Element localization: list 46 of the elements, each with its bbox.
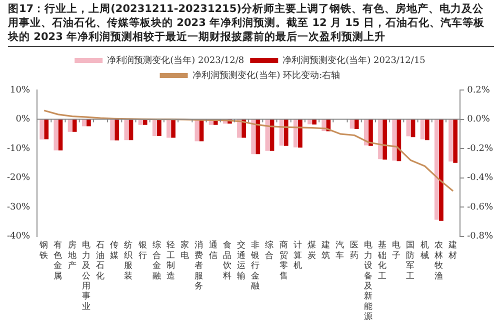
x-tick-label: 食品饮料	[222, 240, 232, 282]
x-tick-label: 机械	[420, 240, 430, 261]
x-tick-label: 煤炭	[308, 240, 317, 261]
x-tick-label: 钢铁	[38, 240, 49, 261]
x-tick-label: 国防军工	[406, 240, 416, 282]
y2-tick-label: -0.8%	[467, 232, 494, 242]
x-tick-label: 农林牧渔	[433, 240, 444, 282]
x-tick-label: 房地产	[66, 240, 77, 272]
x-tick-label: 计算机	[293, 240, 302, 272]
x-tick-label: 建材	[448, 240, 458, 261]
y-tick-label: -40%	[7, 232, 30, 242]
y2-tick-label: 0.0%	[467, 114, 490, 125]
x-tick-label: 医药	[350, 240, 359, 261]
x-tick-label: 轻工制造	[166, 240, 176, 282]
x-tick-label: 商贸零售	[279, 240, 288, 282]
x-tick-label: 汽车	[336, 240, 345, 261]
x-tick-label: 家电	[180, 240, 190, 261]
x-tick-label: 建筑	[320, 240, 331, 261]
y2-tick-label: 0.2%	[467, 85, 490, 96]
chart-title: 图17：行业上，上周(20231211-20231215)分析师主要上调了钢铁、有色、房地产、电力及公用事业、石油石化、传媒等板块的 2023 年净利润预测。截至 12 月 15 日，石油石化、汽车等板块的 2023 年净利润预测相较于最近一期财报披露前的最后一次盈利预测上升	[8, 2, 494, 47]
y2-tick-label: -0.4%	[467, 173, 494, 184]
x-tick-label: 有色金属	[54, 240, 63, 282]
x-tick-label: 银行	[137, 240, 148, 261]
y2-tick-label: -0.2%	[467, 144, 494, 154]
y2-tick-label: -0.6%	[467, 202, 494, 212]
x-tick-label: 综合	[265, 240, 274, 261]
x-tick-label: 电子	[392, 240, 402, 261]
x-tick-label: 电力及公用事业	[82, 240, 91, 312]
x-tick-label: 非银行金融	[250, 240, 260, 292]
legend-label: 净利润预测变化(当年) 2023/12/15	[282, 54, 426, 66]
x-tick-label: 传媒	[110, 240, 120, 261]
x-tick-label: 通信	[208, 240, 218, 261]
y-tick-label: 10%	[10, 85, 30, 96]
x-tick-label: 石油石化	[96, 240, 105, 282]
y-tick-label: -10%	[7, 144, 30, 154]
x-tick-label: 电力设备及新能源	[364, 240, 373, 322]
y-tick-label: -30%	[7, 202, 30, 212]
legend-label: 净利润预测变化(当年) 环比变动:右轴	[192, 70, 340, 81]
y-tick-label: -20%	[7, 173, 30, 184]
y-tick-label: 0%	[16, 114, 30, 125]
x-tick-label: 纺织服装	[124, 240, 134, 282]
x-tick-label: 交通运输	[237, 240, 246, 282]
x-tick-label: 消费者服务	[194, 240, 204, 292]
x-tick-label: 基础化工	[377, 240, 388, 282]
x-tick-label: 综合金融	[152, 240, 162, 282]
legend-label: 净利润预测变化(当年) 2023/12/8	[107, 54, 244, 66]
